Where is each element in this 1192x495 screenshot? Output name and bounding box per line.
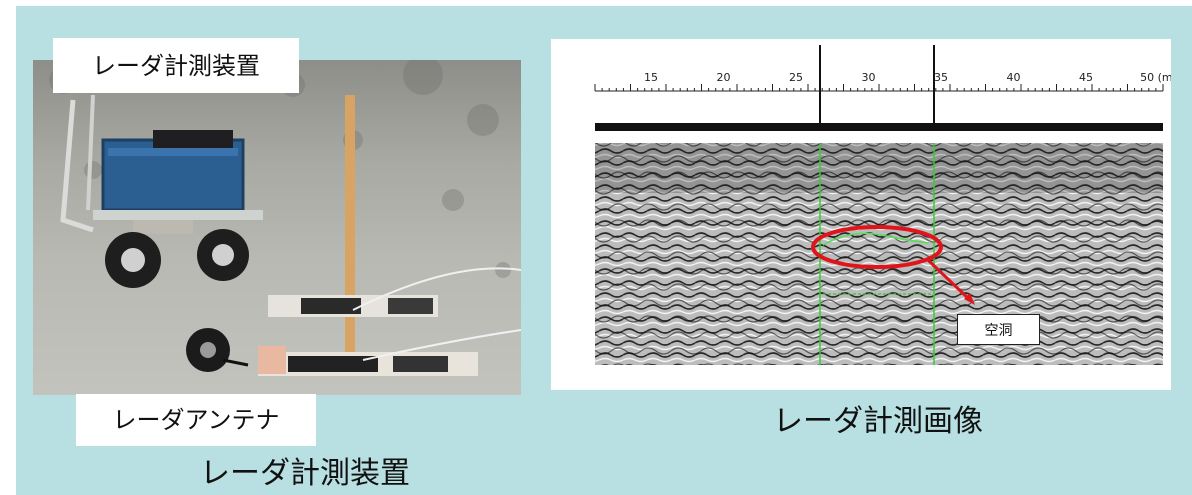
scale-tick-label: 15 — [644, 71, 658, 84]
radar-caption: レーダ計測画像 — [773, 404, 983, 439]
radar-profile: 15 20 25 30 35 40 45 50 (m) — [594, 45, 1171, 365]
scale-tick-label: 35 — [934, 71, 948, 84]
scale-tick-label: 25 — [789, 71, 803, 84]
scale-ticks — [594, 84, 1164, 91]
scale-tick-label: 40 — [1007, 71, 1021, 84]
device-label: レーダ計測装置 — [53, 38, 299, 93]
scale-tick-label: 30 — [862, 71, 876, 84]
scale-tick-label: 20 — [717, 71, 731, 84]
void-label: 空洞 — [957, 314, 1040, 345]
scale-tick-label: 45 — [1079, 71, 1093, 84]
scale-tick-labels: 15 20 25 30 35 40 45 50 (m) — [644, 71, 1171, 84]
device-illustration — [49, 60, 521, 376]
radar-image: 15 20 25 30 35 40 45 50 (m) — [551, 39, 1171, 390]
surface-band — [595, 123, 1163, 131]
device-caption: レーダ計測装置 — [200, 456, 410, 491]
measurement-device-photo — [33, 60, 521, 395]
void-pointer — [927, 259, 973, 303]
antenna-label: レーダアンテナ — [76, 394, 316, 446]
scale-tick-label: 50 (m) — [1140, 71, 1171, 84]
void-highlight-ellipse — [811, 225, 943, 269]
